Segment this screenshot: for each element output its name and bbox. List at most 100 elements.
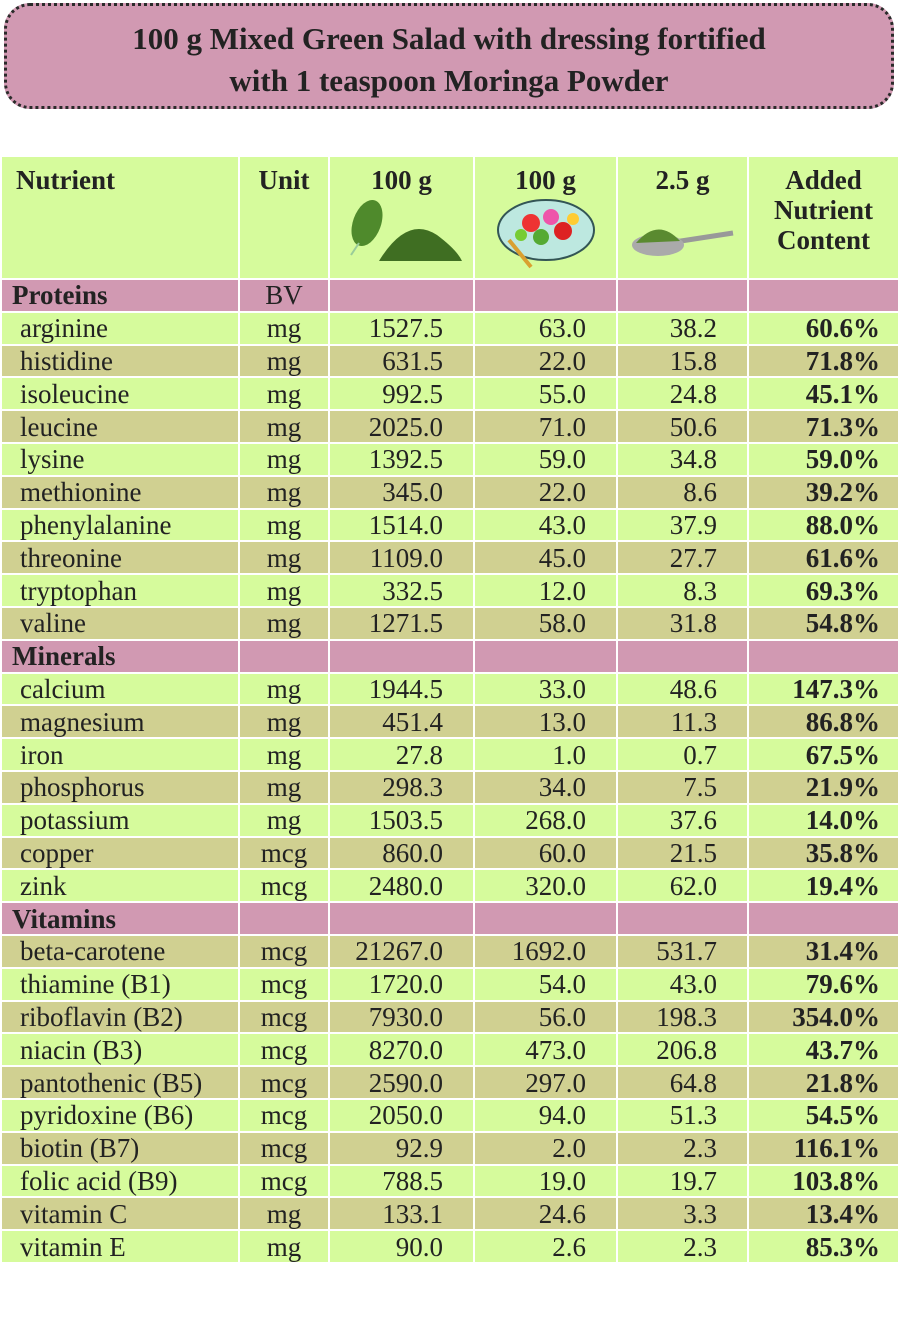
unit: mg: [238, 507, 330, 543]
table-row: pantothenic (B5) mcg 2590.0 297.0 64.8 21.8%: [0, 1065, 900, 1100]
salad-value: 2.6: [473, 1229, 618, 1264]
empty-cell: [473, 901, 618, 936]
table-row: tryptophan mg 332.5 12.0 8.3 69.3%: [0, 573, 900, 608]
table-row: leucine mg 2025.0 71.0 50.6 71.3%: [0, 409, 900, 444]
unit: mg: [238, 441, 330, 477]
moringa-value: 298.3: [328, 769, 475, 805]
nutrient-name: lysine: [0, 441, 240, 477]
salad-value: 12.0: [473, 573, 618, 608]
moringa-value: 345.0: [328, 474, 475, 510]
table-row: histidine mg 631.5 22.0 15.8 71.8%: [0, 343, 900, 379]
moringa-value: 21267.0: [328, 933, 475, 969]
teaspoon-value: 531.7: [616, 933, 749, 969]
nutrient-name: magnesium: [0, 704, 240, 740]
added-percent: 21.9%: [747, 769, 900, 805]
nutrient-name: thiamine (B1): [0, 966, 240, 1002]
nutrient-name: phosphorus: [0, 769, 240, 805]
header-added-nutrient-content: Added Nutrient Content: [747, 155, 900, 280]
nutrient-name: valine: [0, 605, 240, 641]
salad-value: 33.0: [473, 671, 618, 707]
teaspoon-value: 43.0: [616, 966, 749, 1002]
added-percent: 88.0%: [747, 507, 900, 543]
nutrient-name: copper: [0, 835, 240, 871]
nutrient-name: isoleucine: [0, 376, 240, 412]
moringa-value: 1944.5: [328, 671, 475, 707]
nutrient-name: calcium: [0, 671, 240, 707]
salad-value: 63.0: [473, 310, 618, 346]
unit: mcg: [238, 1130, 330, 1166]
added-percent: 39.2%: [747, 474, 900, 510]
empty-cell: [747, 638, 900, 674]
table-row: isoleucine mg 992.5 55.0 24.8 45.1%: [0, 376, 900, 412]
header-col2-label: 100 g: [515, 165, 576, 195]
added-percent: 61.6%: [747, 540, 900, 576]
added-percent: 71.8%: [747, 343, 900, 379]
salad-value: 297.0: [473, 1065, 618, 1100]
moringa-value: 2050.0: [328, 1097, 475, 1133]
nutrient-table: Nutrient Unit 100 g 100 g 2.5 g Added Nut…: [0, 155, 900, 1264]
moringa-value: 1392.5: [328, 441, 475, 477]
table-row: niacin (B3) mcg 8270.0 473.0 206.8 43.7%: [0, 1032, 900, 1068]
moringa-leaf-and-powder-icon: [349, 199, 462, 261]
added-percent: 43.7%: [747, 1032, 900, 1068]
teaspoon-value: 50.6: [616, 409, 749, 444]
empty-cell: [473, 638, 618, 674]
nutrient-name: threonine: [0, 540, 240, 576]
nutrient-name: tryptophan: [0, 573, 240, 608]
added-percent: 85.3%: [747, 1229, 900, 1264]
header-nutrient: Nutrient: [0, 155, 240, 280]
added-percent: 14.0%: [747, 802, 900, 838]
page-title: 100 g Mixed Green Salad with dressing fo…: [4, 3, 894, 109]
unit: mcg: [238, 999, 330, 1035]
nutrient-name: riboflavin (B2): [0, 999, 240, 1035]
nutrient-name: vitamin E: [0, 1229, 240, 1264]
section-name: Proteins: [0, 278, 240, 313]
empty-cell: [747, 278, 900, 313]
teaspoon-value: 21.5: [616, 835, 749, 871]
unit: mg: [238, 540, 330, 576]
teaspoon-value: 38.2: [616, 310, 749, 346]
nutrient-name: phenylalanine: [0, 507, 240, 543]
unit: mg: [238, 343, 330, 379]
unit: mcg: [238, 1163, 330, 1199]
unit: mcg: [238, 835, 330, 871]
salad-value: 24.6: [473, 1196, 618, 1232]
unit: mcg: [238, 1032, 330, 1068]
added-percent: 13.4%: [747, 1196, 900, 1232]
salad-value: 13.0: [473, 704, 618, 740]
empty-cell: [616, 638, 749, 674]
teaspoon-value: 37.6: [616, 802, 749, 838]
empty-cell: [616, 278, 749, 313]
added-percent: 19.4%: [747, 868, 900, 904]
added-percent: 71.3%: [747, 409, 900, 444]
teaspoon-value: 3.3: [616, 1196, 749, 1232]
teaspoon-value: 11.3: [616, 704, 749, 740]
salad-value: 58.0: [473, 605, 618, 641]
nutrient-name: biotin (B7): [0, 1130, 240, 1166]
empty-cell: [747, 901, 900, 936]
salad-value: 22.0: [473, 343, 618, 379]
table-row: folic acid (B9) mcg 788.5 19.0 19.7 103.8%: [0, 1163, 900, 1199]
added-percent: 103.8%: [747, 1163, 900, 1199]
moringa-value: 1109.0: [328, 540, 475, 576]
table-row: magnesium mg 451.4 13.0 11.3 86.8%: [0, 704, 900, 740]
empty-cell: [328, 901, 475, 936]
header-unit: Unit: [238, 155, 330, 280]
nutrient-name: potassium: [0, 802, 240, 838]
unit: mg: [238, 409, 330, 444]
header-added-line3: Content: [777, 225, 870, 255]
unit: mg: [238, 1229, 330, 1264]
header-added-line2: Nutrient: [774, 195, 873, 225]
section-header-proteins: Proteins BV: [0, 278, 900, 313]
teaspoon-value: 7.5: [616, 769, 749, 805]
unit: mg: [238, 704, 330, 740]
salad-value: 60.0: [473, 835, 618, 871]
nutrient-name: pyridoxine (B6): [0, 1097, 240, 1133]
salad-bowl-icon: [496, 199, 595, 269]
section-unit: BV: [238, 278, 330, 313]
moringa-value: 1271.5: [328, 605, 475, 641]
table-row: valine mg 1271.5 58.0 31.8 54.8%: [0, 605, 900, 641]
teaspoon-value: 198.3: [616, 999, 749, 1035]
